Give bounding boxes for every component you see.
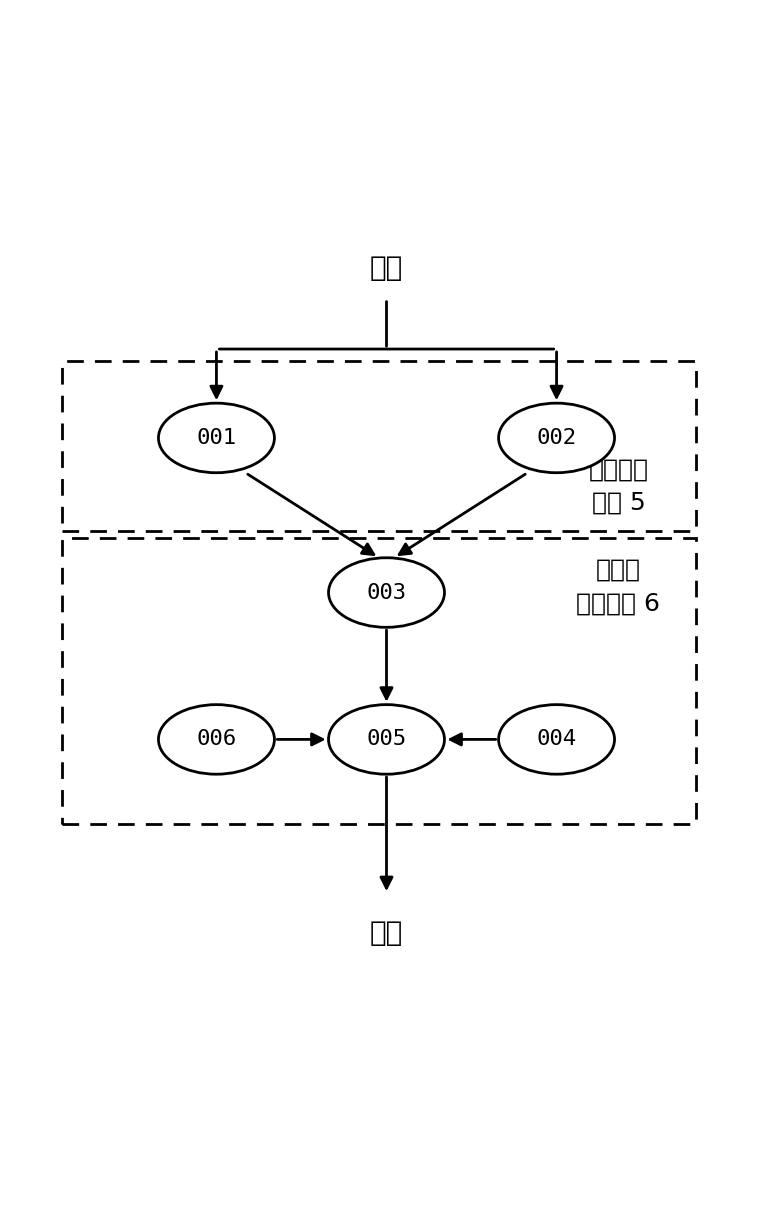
Text: 输入: 输入 [369,254,404,282]
Ellipse shape [499,704,615,775]
Text: 006: 006 [196,730,237,749]
Text: 002: 002 [536,428,577,447]
Text: 001: 001 [196,428,237,447]
Ellipse shape [329,704,444,775]
Text: 004: 004 [536,730,577,749]
Text: 003: 003 [366,582,407,603]
Ellipse shape [329,558,444,627]
Ellipse shape [158,704,274,775]
Ellipse shape [158,404,274,473]
Text: 输出: 输出 [369,918,404,947]
Text: 数据监控
模块 5: 数据监控 模块 5 [588,457,649,514]
Text: 005: 005 [366,730,407,749]
Ellipse shape [499,404,615,473]
Text: 大数据
分析模块 6: 大数据 分析模块 6 [577,558,660,615]
